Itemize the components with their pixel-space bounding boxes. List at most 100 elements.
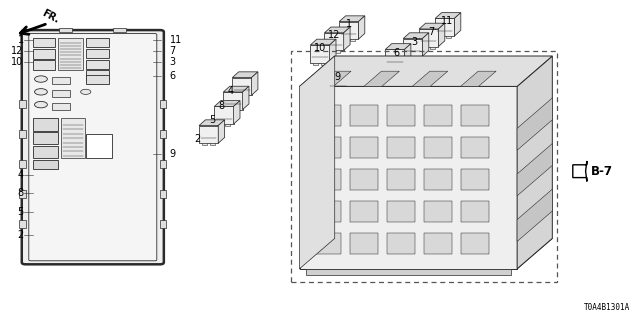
Bar xyxy=(461,137,489,158)
Polygon shape xyxy=(199,120,225,125)
Polygon shape xyxy=(435,12,461,19)
Bar xyxy=(217,124,222,126)
Polygon shape xyxy=(517,144,552,196)
Text: 9: 9 xyxy=(335,72,341,82)
Bar xyxy=(312,137,341,158)
Bar xyxy=(312,233,341,254)
Polygon shape xyxy=(232,72,258,78)
Text: 3: 3 xyxy=(412,36,418,47)
Polygon shape xyxy=(324,27,350,33)
Bar xyxy=(214,106,234,124)
Bar xyxy=(86,70,109,80)
Bar xyxy=(19,220,26,228)
Bar xyxy=(435,19,454,36)
Bar xyxy=(312,169,341,190)
Bar xyxy=(314,63,318,65)
Polygon shape xyxy=(316,71,351,86)
Polygon shape xyxy=(404,44,411,67)
Polygon shape xyxy=(403,33,429,39)
Bar xyxy=(419,29,438,47)
Bar xyxy=(160,100,166,108)
Text: 10: 10 xyxy=(12,57,24,68)
Bar xyxy=(19,190,26,198)
Text: 3: 3 xyxy=(170,57,176,68)
Bar xyxy=(60,28,72,32)
Bar xyxy=(86,38,109,47)
Circle shape xyxy=(35,101,47,108)
Circle shape xyxy=(35,76,47,82)
Bar xyxy=(403,38,422,56)
Polygon shape xyxy=(344,27,350,51)
Polygon shape xyxy=(348,68,354,92)
Text: 2: 2 xyxy=(194,134,200,144)
Polygon shape xyxy=(438,23,445,47)
Bar xyxy=(339,22,358,39)
Bar xyxy=(86,134,112,158)
Circle shape xyxy=(81,89,91,94)
Polygon shape xyxy=(328,68,354,74)
Polygon shape xyxy=(422,33,429,56)
Bar xyxy=(52,90,70,97)
Bar xyxy=(243,95,248,97)
Bar xyxy=(349,169,378,190)
Bar xyxy=(160,190,166,198)
Polygon shape xyxy=(243,86,249,109)
Bar xyxy=(321,63,326,65)
Bar xyxy=(387,105,415,126)
Polygon shape xyxy=(214,100,240,106)
Bar xyxy=(349,105,378,126)
Bar xyxy=(388,67,393,69)
Bar xyxy=(225,124,230,126)
Bar xyxy=(349,201,378,222)
Text: FR.: FR. xyxy=(40,8,61,26)
Text: 12: 12 xyxy=(328,30,340,40)
Polygon shape xyxy=(517,189,552,242)
Bar xyxy=(424,169,452,190)
Text: 4: 4 xyxy=(227,86,234,96)
Bar xyxy=(335,51,340,52)
Bar xyxy=(387,137,415,158)
Bar xyxy=(223,92,243,109)
Text: 2: 2 xyxy=(17,230,24,240)
Polygon shape xyxy=(517,56,552,269)
Polygon shape xyxy=(300,56,335,269)
Polygon shape xyxy=(358,16,365,39)
Bar xyxy=(387,169,415,190)
Bar xyxy=(19,160,26,168)
Circle shape xyxy=(35,89,47,95)
Bar xyxy=(227,109,231,112)
Bar xyxy=(33,146,58,158)
Bar xyxy=(160,130,166,138)
Bar xyxy=(199,125,218,143)
Polygon shape xyxy=(252,72,258,95)
Bar xyxy=(461,233,489,254)
Polygon shape xyxy=(330,39,336,63)
Polygon shape xyxy=(364,71,399,86)
Text: 6: 6 xyxy=(170,71,176,81)
Bar xyxy=(424,201,452,222)
Polygon shape xyxy=(310,39,336,45)
Bar xyxy=(33,38,55,47)
Text: 7: 7 xyxy=(170,46,176,56)
Bar xyxy=(424,137,452,158)
Bar xyxy=(339,92,344,93)
Bar xyxy=(438,36,443,38)
Text: 5: 5 xyxy=(17,207,24,217)
Bar xyxy=(310,45,330,63)
Text: 9: 9 xyxy=(170,149,176,159)
FancyBboxPatch shape xyxy=(29,34,157,261)
Bar xyxy=(19,100,26,108)
Bar xyxy=(86,49,109,58)
Bar xyxy=(385,49,404,67)
Bar xyxy=(86,60,109,69)
Text: B-7: B-7 xyxy=(591,165,612,178)
Bar xyxy=(349,233,378,254)
Bar xyxy=(327,51,332,52)
Bar xyxy=(61,118,85,158)
Bar xyxy=(312,201,341,222)
Polygon shape xyxy=(461,71,496,86)
Bar xyxy=(387,233,415,254)
Bar xyxy=(350,39,355,41)
Bar xyxy=(446,36,451,38)
Text: 11: 11 xyxy=(170,35,182,45)
